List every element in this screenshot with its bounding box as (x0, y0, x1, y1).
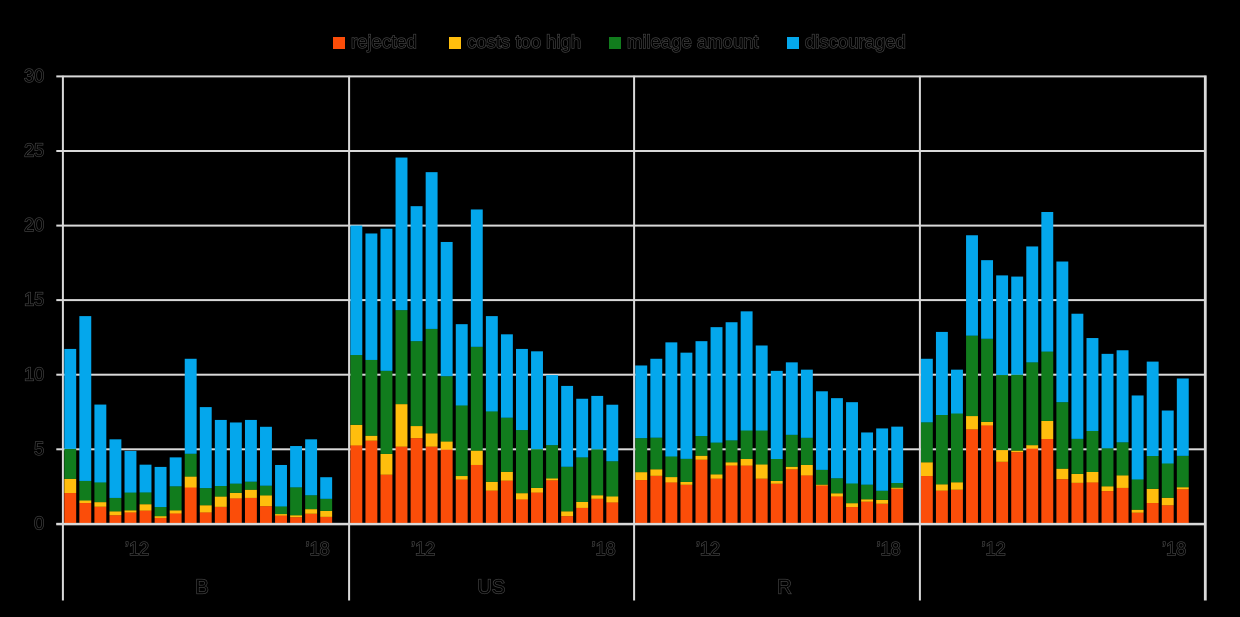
svg-text:15: 15 (24, 290, 44, 310)
svg-text:US: US (477, 577, 505, 599)
svg-text:10: 10 (24, 364, 44, 384)
svg-text:rejected: rejected (351, 31, 417, 52)
svg-text:0: 0 (34, 514, 44, 534)
svg-text:’18: ’18 (1162, 539, 1186, 559)
svg-text:’12: ’12 (411, 539, 435, 559)
svg-text:5: 5 (34, 439, 44, 459)
svg-text:’18: ’18 (306, 539, 330, 559)
svg-text:’12: ’12 (696, 539, 720, 559)
svg-text:mileage amount: mileage amount (627, 31, 759, 52)
svg-text:30: 30 (24, 66, 44, 86)
svg-text:’12: ’12 (125, 539, 149, 559)
svg-text:W: W (1051, 577, 1070, 599)
svg-text:20: 20 (24, 215, 44, 235)
svg-text:discouraged: discouraged (805, 31, 906, 52)
svg-text:’18: ’18 (877, 539, 901, 559)
svg-text:’18: ’18 (592, 539, 616, 559)
svg-text:25: 25 (24, 141, 44, 161)
svg-text:’12: ’12 (982, 539, 1006, 559)
svg-text:R: R (777, 577, 791, 599)
svg-text:costs too high: costs too high (467, 31, 581, 52)
svg-text:B: B (195, 577, 208, 599)
